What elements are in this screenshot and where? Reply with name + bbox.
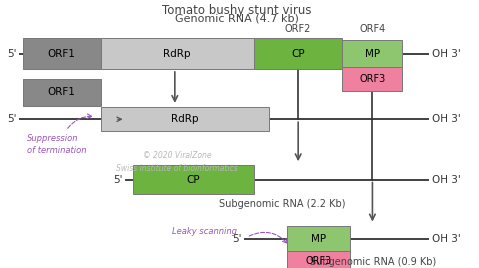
Text: OH 3': OH 3': [432, 49, 460, 59]
Text: 5': 5': [7, 49, 16, 59]
Bar: [101, 38, 254, 69]
Bar: [133, 166, 254, 193]
Text: ORF3: ORF3: [359, 74, 386, 84]
Text: ORF1: ORF1: [48, 49, 76, 59]
Text: Subgenomic RNA (0.9 Kb): Subgenomic RNA (0.9 Kb): [310, 257, 437, 267]
Text: RdRp: RdRp: [171, 114, 199, 124]
Text: ORF1: ORF1: [48, 87, 76, 98]
Bar: [101, 107, 269, 131]
Text: OH 3': OH 3': [432, 174, 460, 185]
Text: Suppression
of termination: Suppression of termination: [27, 134, 87, 155]
Bar: [287, 226, 350, 251]
Text: OH 3': OH 3': [432, 233, 460, 244]
Text: OH 3': OH 3': [432, 114, 460, 124]
Bar: [254, 38, 342, 69]
Text: © 2020 ViralZone
Swiss institute of bioinformatics: © 2020 ViralZone Swiss institute of bioi…: [116, 151, 238, 173]
Text: Leaky scanning: Leaky scanning: [172, 227, 238, 236]
Text: Tomato bushy stunt virus: Tomato bushy stunt virus: [162, 4, 312, 17]
Text: Genomic RNA (4.7 kb): Genomic RNA (4.7 kb): [175, 13, 299, 23]
Bar: [287, 251, 350, 268]
Text: 5': 5': [7, 114, 16, 124]
Text: ORF4: ORF4: [359, 24, 386, 34]
Text: MP: MP: [365, 49, 380, 59]
Text: CP: CP: [291, 49, 305, 59]
Bar: [342, 40, 402, 67]
Bar: [23, 38, 101, 69]
Text: CP: CP: [187, 174, 200, 185]
Text: MP: MP: [311, 233, 326, 244]
Bar: [23, 79, 101, 106]
Text: 5': 5': [113, 174, 123, 185]
Text: Subgenomic RNA (2.2 Kb): Subgenomic RNA (2.2 Kb): [219, 199, 346, 209]
Text: 5': 5': [232, 233, 241, 244]
Bar: [342, 67, 402, 91]
Text: ORF2: ORF2: [285, 24, 311, 34]
Text: RdRp: RdRp: [163, 49, 191, 59]
Text: ORF3: ORF3: [306, 256, 331, 266]
